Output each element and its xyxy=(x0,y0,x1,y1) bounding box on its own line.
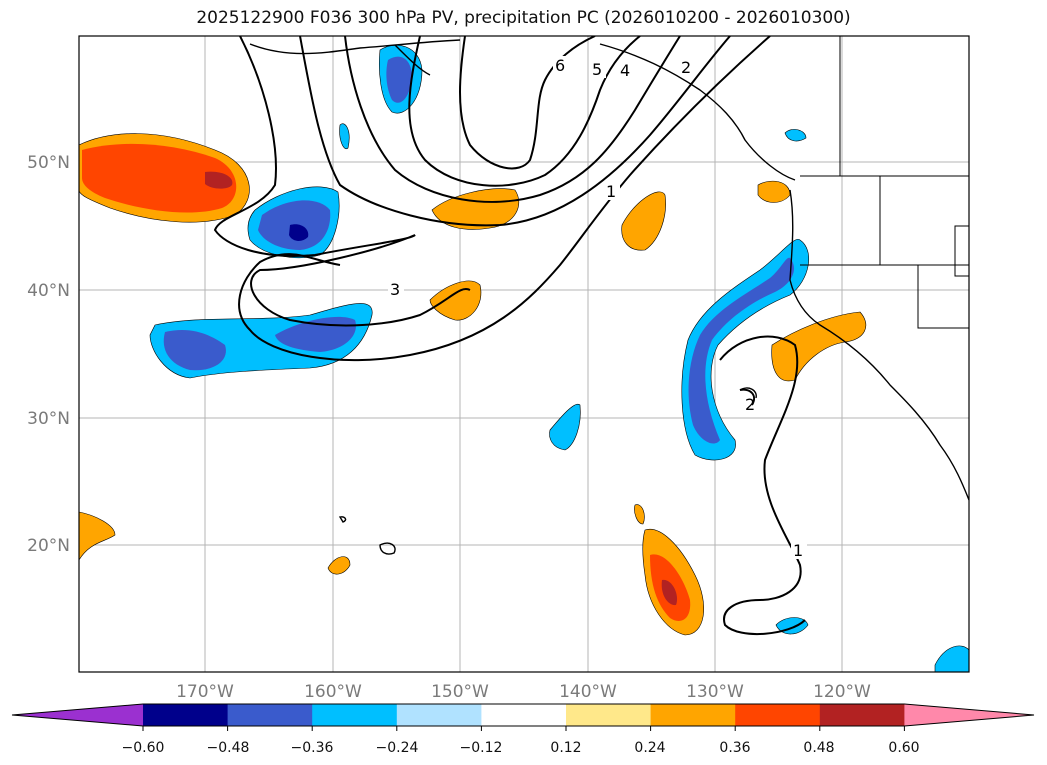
lat-label-50: 50°N xyxy=(27,153,70,173)
map-frame xyxy=(78,35,970,673)
colorbar xyxy=(11,703,1035,731)
lat-label-40: 40°N xyxy=(27,281,70,301)
contour-label-1-south: 1 xyxy=(793,541,803,560)
contour-labels: 6 5 4 2 1 3 2 1 xyxy=(388,56,807,560)
colorbar-swatch xyxy=(650,704,736,726)
lat-label-30: 30°N xyxy=(27,409,70,429)
colorbar-tick-label: −0.36 xyxy=(291,740,334,756)
contour-label-2-south: 2 xyxy=(745,395,755,414)
lon-label-140w: 140°W xyxy=(559,682,617,702)
lon-label-160w: 160°W xyxy=(304,682,362,702)
lon-label-120w: 120°W xyxy=(813,682,871,702)
colorbar-swatch xyxy=(819,704,905,726)
map-title: 2025122900 F036 300 hPa PV, precipitatio… xyxy=(196,8,851,28)
lon-label-170w: 170°W xyxy=(176,682,234,702)
coastlines xyxy=(249,39,969,555)
contour-label-2: 2 xyxy=(681,58,691,77)
colorbar-swatch xyxy=(396,704,482,726)
state-borders xyxy=(800,36,969,329)
pv-contour-2 xyxy=(299,36,731,227)
colorbar-swatch xyxy=(481,704,567,726)
colorbar-tick-label: 0.60 xyxy=(888,740,919,756)
longitude-labels: 170°W 160°W 150°W 140°W 130°W 120°W xyxy=(176,682,871,702)
colorbar-tick-label: 0.12 xyxy=(550,740,581,756)
colorbar-tick-label: 0.24 xyxy=(634,740,665,756)
pv-contour-3 xyxy=(213,36,471,327)
negative-anomaly-coast-arc xyxy=(681,238,809,461)
positive-anomaly-135w xyxy=(621,191,666,251)
contour-label-1: 1 xyxy=(606,182,616,201)
colorbar-swatch xyxy=(143,704,229,726)
colorbar-tick-label: −0.24 xyxy=(376,740,419,756)
lat-label-20: 20°N xyxy=(27,536,70,556)
pv-contours xyxy=(213,36,806,636)
pv-contour-1 xyxy=(238,36,771,362)
colorbar-swatch xyxy=(312,704,398,726)
colorbar-tick-labels: −0.60 −0.48 −0.36 −0.24 −0.12 0.12 0.24 … xyxy=(122,740,920,756)
positive-anomaly-148w xyxy=(431,188,520,230)
colorbar-tick-label: −0.12 xyxy=(460,740,503,756)
colorbar-swatch xyxy=(566,704,652,726)
lon-label-150w: 150°W xyxy=(431,682,489,702)
negative-anomaly-142w xyxy=(549,403,581,451)
contour-label-3: 3 xyxy=(390,280,400,299)
pv-contour-4 xyxy=(344,36,681,203)
contour-label-5: 5 xyxy=(592,60,602,79)
contour-label-6: 6 xyxy=(555,56,565,75)
pv-contour-5 xyxy=(408,36,641,187)
colorbar-swatch xyxy=(735,704,821,726)
lon-label-130w: 130°W xyxy=(686,682,744,702)
colorbar-extend-high xyxy=(904,704,1034,726)
colorbar-tick-label: 0.36 xyxy=(719,740,750,756)
colorbar-tick-label: −0.48 xyxy=(207,740,250,756)
colorbar-tick-label: 0.48 xyxy=(803,740,834,756)
map-panel: 6 5 4 2 1 3 2 1 xyxy=(79,36,969,672)
colorbar-tick-label: −0.60 xyxy=(122,740,165,756)
colorbar-swatch xyxy=(227,704,313,726)
contour-label-4: 4 xyxy=(620,61,630,80)
latitude-labels: 50°N 40°N 30°N 20°N xyxy=(27,153,70,556)
colorbar-extend-low xyxy=(12,704,143,726)
